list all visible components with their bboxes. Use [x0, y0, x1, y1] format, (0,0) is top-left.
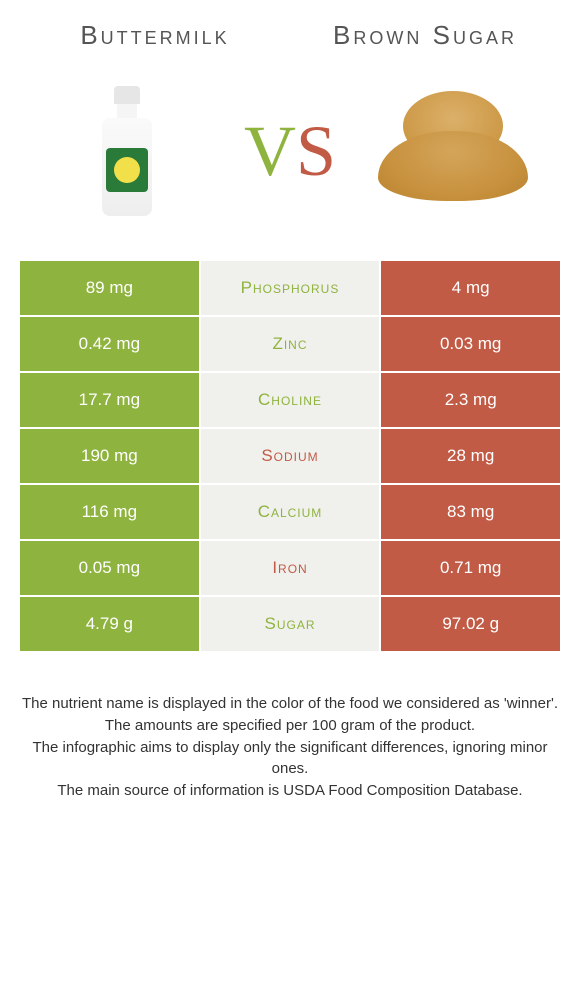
table-row: 0.42 mgZinc0.03 mg: [20, 317, 560, 373]
value-left: 4.79 g: [20, 597, 201, 651]
value-right: 2.3 mg: [381, 373, 560, 427]
left-image-slot: [20, 71, 234, 231]
footnote-line: The main source of information is USDA F…: [20, 780, 560, 802]
value-left: 89 mg: [20, 261, 201, 315]
table-row: 4.79 gSugar97.02 g: [20, 597, 560, 653]
infographic-container: Buttermilk Brown Sugar VS 89 mgPhosphoru…: [0, 0, 580, 994]
value-right: 97.02 g: [381, 597, 560, 651]
nutrient-label: Sugar: [201, 597, 382, 651]
value-left: 17.7 mg: [20, 373, 201, 427]
images-row: VS: [0, 61, 580, 261]
brown-sugar-icon: [378, 91, 528, 211]
value-right: 28 mg: [381, 429, 560, 483]
nutrient-label: Choline: [201, 373, 382, 427]
nutrient-label: Phosphorus: [201, 261, 382, 315]
value-right: 0.71 mg: [381, 541, 560, 595]
right-image-slot: [346, 71, 560, 231]
value-left: 190 mg: [20, 429, 201, 483]
footnotes: The nutrient name is displayed in the co…: [0, 653, 580, 822]
header-row: Buttermilk Brown Sugar: [0, 0, 580, 61]
value-left: 0.42 mg: [20, 317, 201, 371]
value-right: 83 mg: [381, 485, 560, 539]
vs-label: VS: [244, 110, 336, 193]
table-row: 116 mgCalcium83 mg: [20, 485, 560, 541]
table-row: 17.7 mgCholine2.3 mg: [20, 373, 560, 429]
footnote-line: The amounts are specified per 100 gram o…: [20, 715, 560, 737]
value-right: 0.03 mg: [381, 317, 560, 371]
table-row: 89 mgPhosphorus4 mg: [20, 261, 560, 317]
nutrient-label: Iron: [201, 541, 382, 595]
footnote-line: The infographic aims to display only the…: [20, 737, 560, 781]
table-row: 190 mgSodium28 mg: [20, 429, 560, 485]
nutrient-label: Zinc: [201, 317, 382, 371]
footnote-line: The nutrient name is displayed in the co…: [20, 693, 560, 715]
value-right: 4 mg: [381, 261, 560, 315]
nutrient-label: Calcium: [201, 485, 382, 539]
value-left: 116 mg: [20, 485, 201, 539]
nutrient-label: Sodium: [201, 429, 382, 483]
header-right: Brown Sugar: [290, 20, 560, 51]
buttermilk-icon: [102, 86, 152, 216]
value-left: 0.05 mg: [20, 541, 201, 595]
vs-s: S: [296, 110, 336, 193]
table-row: 0.05 mgIron0.71 mg: [20, 541, 560, 597]
vs-v: V: [244, 110, 296, 193]
nutrient-table: 89 mgPhosphorus4 mg0.42 mgZinc0.03 mg17.…: [20, 261, 560, 653]
header-left: Buttermilk: [20, 20, 290, 51]
